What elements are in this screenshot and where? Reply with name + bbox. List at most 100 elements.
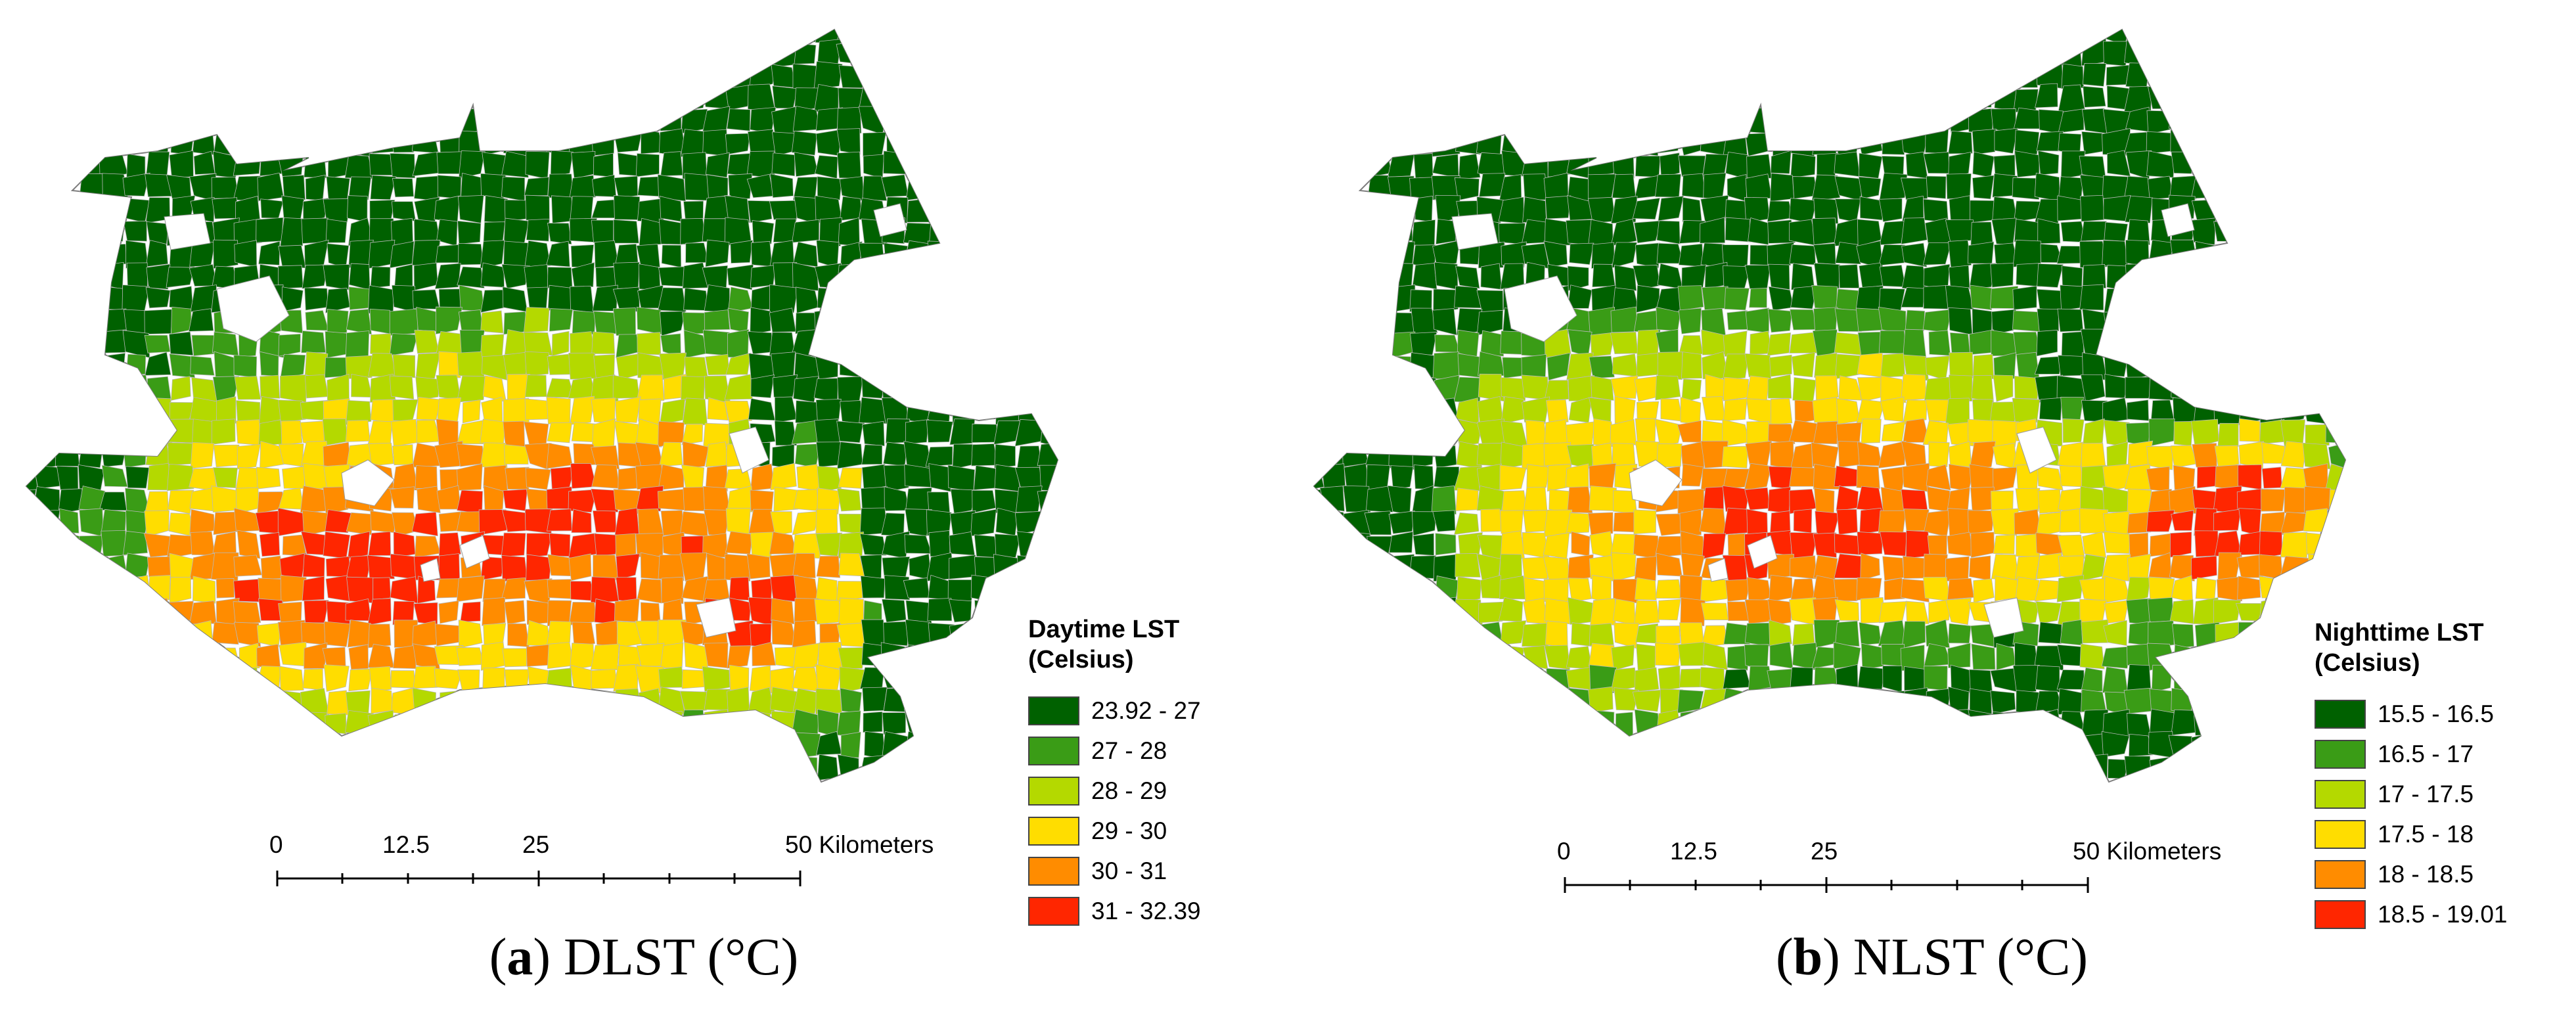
census-tract <box>636 643 665 667</box>
census-tract <box>1546 399 1569 425</box>
census-tract <box>682 398 708 426</box>
census-tract <box>1610 306 1638 333</box>
census-tract <box>1040 419 1058 448</box>
census-tract <box>1724 287 1750 311</box>
census-tract <box>1815 511 1840 535</box>
legend-item: 29 - 30 <box>1028 811 1201 851</box>
legend-swatch <box>1028 776 1079 806</box>
census-tract <box>905 619 932 648</box>
census-tract <box>169 353 196 378</box>
census-tract <box>413 262 438 291</box>
census-tract <box>2059 465 2086 488</box>
no-data-area <box>420 558 441 582</box>
census-tract <box>1723 398 1748 422</box>
census-tract <box>2058 688 2085 716</box>
legend-label: 31 - 32.39 <box>1091 897 1201 924</box>
census-tract <box>658 442 683 467</box>
census-tract <box>792 261 819 291</box>
census-tract <box>724 400 753 423</box>
census-tract <box>279 374 307 403</box>
census-tract <box>1590 375 1614 401</box>
census-tract <box>2083 85 2106 108</box>
census-tract <box>147 556 173 578</box>
census-tract <box>1744 487 1771 511</box>
census-tract <box>1967 419 1995 443</box>
census-tract <box>1037 442 1058 468</box>
census-tract <box>367 598 392 625</box>
census-tract <box>725 352 752 375</box>
census-tract <box>215 578 235 599</box>
scale-label-0: 0 <box>269 831 283 858</box>
census-tract <box>434 668 463 689</box>
census-tract <box>1744 265 1771 292</box>
legend-swatch <box>1028 736 1079 765</box>
census-tract <box>1793 509 1813 534</box>
census-tract <box>2127 511 2152 534</box>
census-tract <box>1770 150 1792 174</box>
census-tract <box>1543 442 1572 467</box>
census-tract <box>792 553 816 578</box>
census-tract <box>838 597 864 627</box>
census-tract <box>2128 733 2154 757</box>
census-tract <box>457 266 485 288</box>
census-tract <box>2213 509 2242 532</box>
census-tract <box>1770 398 1793 425</box>
census-tract <box>836 263 865 290</box>
census-tract <box>971 443 999 466</box>
census-tract <box>305 174 326 201</box>
census-tract <box>1476 128 1503 158</box>
census-tract <box>838 513 863 535</box>
census-tract <box>501 577 526 600</box>
census-tract <box>325 575 351 602</box>
census-tract <box>2034 355 2064 375</box>
census-tract <box>1789 597 1817 625</box>
census-tract <box>635 532 664 557</box>
census-tract <box>413 218 441 245</box>
census-tract <box>2149 756 2173 779</box>
census-tract <box>1500 442 1525 470</box>
census-tract <box>1501 377 1527 401</box>
census-tract <box>617 152 639 177</box>
census-tract <box>1457 623 1481 649</box>
census-tract <box>1972 128 1997 155</box>
census-tract <box>1632 197 1661 220</box>
census-tract <box>1879 172 1908 202</box>
census-tract <box>524 307 550 333</box>
census-tract <box>771 64 797 89</box>
census-tract <box>2146 466 2170 492</box>
census-tract <box>1721 445 1749 468</box>
census-tract <box>1857 376 1885 402</box>
census-tract <box>904 240 930 264</box>
census-tract <box>437 175 462 200</box>
census-tract <box>2127 488 2152 515</box>
scale-label-12-5: 12.5 <box>1670 838 1718 865</box>
census-tract <box>702 666 731 692</box>
census-tract <box>815 155 838 179</box>
census-tract <box>462 399 481 424</box>
census-tract <box>1815 375 1839 401</box>
census-tract <box>1700 579 1729 603</box>
census-tract <box>1926 464 1951 491</box>
census-tract <box>840 687 862 714</box>
no-data-area <box>1707 558 1729 582</box>
census-tract <box>1589 664 1617 694</box>
census-tract <box>1749 288 1767 308</box>
census-tract <box>2169 532 2192 558</box>
census-tract <box>2127 553 2152 581</box>
census-tract <box>1834 151 1861 177</box>
legend-item: 23.92 - 27 <box>1028 691 1201 731</box>
census-tract <box>1681 173 1707 199</box>
census-tract <box>2082 418 2105 446</box>
census-tract <box>1660 398 1683 422</box>
census-tract <box>1991 309 2017 335</box>
census-tract <box>2261 442 2286 464</box>
census-tract <box>836 421 864 443</box>
census-tract <box>190 531 215 556</box>
census-tract <box>345 330 370 359</box>
census-tract <box>1016 445 1043 470</box>
census-tract <box>1656 625 1681 647</box>
census-tract <box>1813 421 1838 445</box>
census-tract <box>2126 713 2152 738</box>
census-tract <box>815 532 843 557</box>
census-tract <box>2280 532 2307 558</box>
